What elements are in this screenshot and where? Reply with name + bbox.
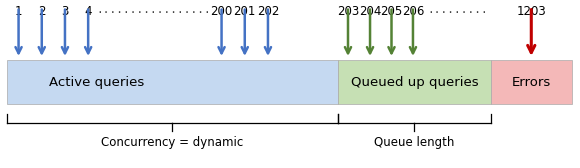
Text: Errors: Errors <box>512 76 552 89</box>
Text: 200: 200 <box>211 5 233 18</box>
Bar <box>338 60 491 104</box>
Bar <box>491 60 572 104</box>
Text: 205: 205 <box>380 5 403 18</box>
Text: Concurrency = dynamic: Concurrency = dynamic <box>101 136 244 149</box>
Text: 1203: 1203 <box>516 5 546 18</box>
Text: Queued up queries: Queued up queries <box>350 76 478 89</box>
Text: .........: ......... <box>428 5 488 15</box>
Text: .................: ................. <box>96 5 211 15</box>
Text: 201: 201 <box>234 5 256 18</box>
Text: 203: 203 <box>337 5 359 18</box>
Bar <box>7 60 338 104</box>
Text: 1: 1 <box>15 5 22 18</box>
Text: Active queries: Active queries <box>49 76 144 89</box>
Text: 202: 202 <box>257 5 279 18</box>
Text: 4: 4 <box>85 5 92 18</box>
Text: 206: 206 <box>402 5 424 18</box>
Text: 2: 2 <box>38 5 45 18</box>
Text: 3: 3 <box>61 5 68 18</box>
Text: 204: 204 <box>359 5 381 18</box>
Text: Queue length: Queue length <box>374 136 455 149</box>
